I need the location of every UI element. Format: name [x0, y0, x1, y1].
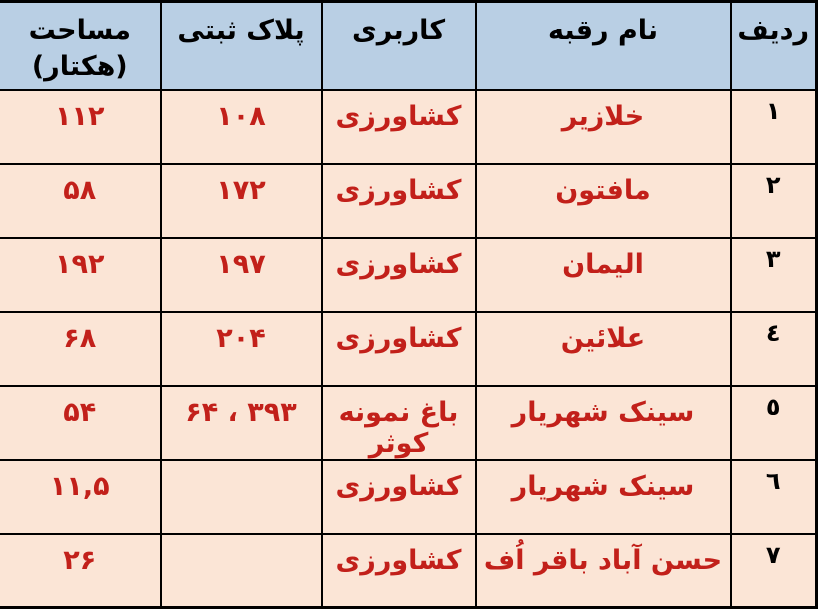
cell-radif: ٥	[729, 384, 818, 461]
table-row: ۲ مافتون کشاورزی ۱۷۲ ۵۸	[0, 162, 818, 239]
cell-usage: کشاورزی	[320, 310, 477, 387]
cell-name: مافتون	[474, 162, 732, 239]
cell-name: خلازیر	[474, 88, 732, 165]
cell-name: سینک شهریار	[474, 458, 732, 535]
cell-usage: کشاورزی	[320, 236, 477, 313]
col-header-area-line2: (هکتار)	[31, 51, 128, 83]
cell-area: ۱۱۲	[0, 88, 162, 165]
cell-usage: باغ نمونه کوثر	[320, 384, 477, 461]
table-row: ٦ سینک شهریار کشاورزی ۱۱,۵	[0, 458, 818, 535]
cell-radif: ٦	[729, 458, 818, 535]
cell-plate	[159, 458, 323, 535]
table-row: ۳ الیمان کشاورزی ۱۹۷ ۱۹۲	[0, 236, 818, 313]
col-header-radif: ردیف	[729, 0, 818, 91]
cell-radif: ۳	[729, 236, 818, 313]
cell-name: سینک شهریار	[474, 384, 732, 461]
cell-plate: ۱۰۸	[159, 88, 323, 165]
col-header-area-line1: مساحت	[28, 15, 131, 46]
cell-radif: ٤	[729, 310, 818, 387]
cell-radif: ۲	[729, 162, 818, 239]
cell-usage: کشاورزی	[320, 532, 477, 609]
cell-plate: ۱۹۷	[159, 236, 323, 313]
cell-area: ۲۶	[0, 532, 162, 609]
col-header-name: نام رقبه	[474, 0, 732, 91]
cell-name: علائین	[474, 310, 732, 387]
table-row: ۱ خلازیر کشاورزی ۱۰۸ ۱۱۲	[0, 88, 818, 165]
cell-radif: ۱	[729, 88, 818, 165]
cell-radif: ۷	[729, 532, 818, 609]
cell-usage: کشاورزی	[320, 458, 477, 535]
cell-plate	[159, 532, 323, 609]
table-row: ۷ حسن آباد باقر اُف کشاورزی ۲۶	[0, 532, 818, 609]
table-row: ٥ سینک شهریار باغ نمونه کوثر ۳۹۳ ، ۶۴ ۵۴	[0, 384, 818, 461]
col-header-plate: پلاک ثبتی	[159, 0, 323, 91]
cell-area: ۱۱,۵	[0, 458, 162, 535]
table-row: ٤ علائین کشاورزی ۲۰۴ ۶۸	[0, 310, 818, 387]
cell-area: ۱۹۲	[0, 236, 162, 313]
cell-area: ۵۸	[0, 162, 162, 239]
cell-plate: ۳۹۳ ، ۶۴	[159, 384, 323, 461]
cell-area: ۵۴	[0, 384, 162, 461]
cell-usage: کشاورزی	[320, 162, 477, 239]
cell-area: ۶۸	[0, 310, 162, 387]
cell-plate: ۲۰۴	[159, 310, 323, 387]
col-header-usage: کاربری	[320, 0, 477, 91]
cell-name: الیمان	[474, 236, 732, 313]
cell-plate: ۱۷۲	[159, 162, 323, 239]
cell-usage: کشاورزی	[320, 88, 477, 165]
cell-name: حسن آباد باقر اُف	[474, 532, 732, 609]
col-header-area: مساحت (هکتار)	[0, 0, 162, 91]
header-row: ردیف نام رقبه کاربری پلاک ثبتی مساحت (هک…	[0, 0, 818, 91]
